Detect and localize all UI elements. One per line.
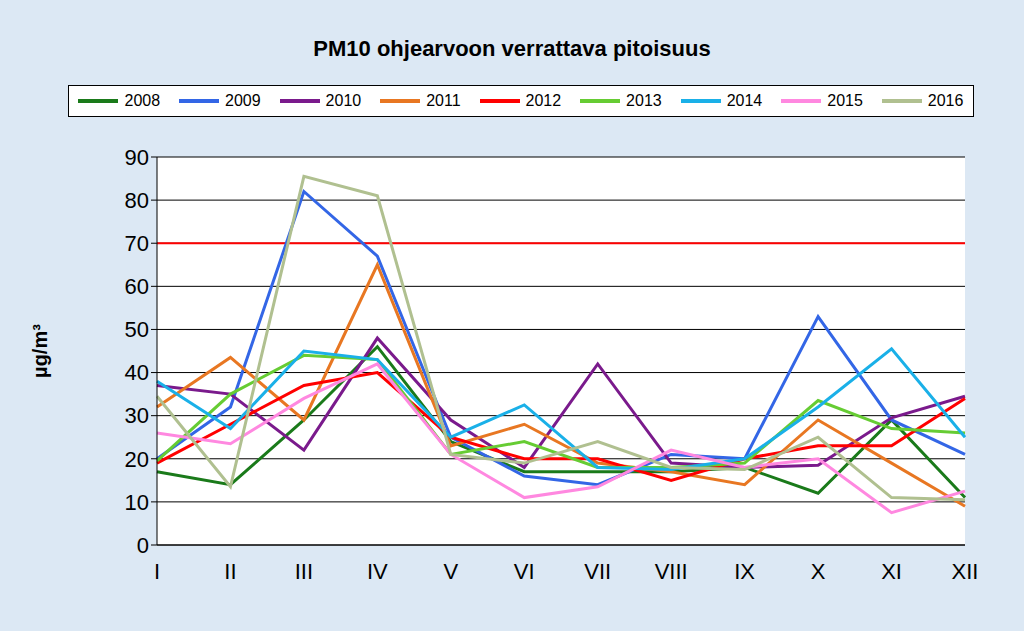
svg-text:70: 70: [125, 231, 149, 256]
svg-text:60: 60: [125, 274, 149, 299]
html-text:PM10 ohjearvoon verrattava pit: PM10 ohjearvoon verrattava pitoisuus: [313, 36, 711, 61]
svg-text:XI: XI: [881, 559, 902, 584]
svg-text:20: 20: [125, 447, 149, 472]
svg-text:IV: IV: [367, 559, 388, 584]
svg-text:II: II: [224, 559, 236, 584]
svg-text:XII: XII: [952, 559, 979, 584]
svg-text:90: 90: [125, 145, 149, 170]
html-text:2010: 2010: [325, 92, 362, 109]
html-text:2015: 2015: [827, 92, 863, 109]
html-text:2011: 2011: [426, 92, 461, 109]
svg-text:IX: IX: [734, 559, 755, 584]
html-text:2009: 2009: [225, 92, 261, 109]
svg-text:80: 80: [125, 188, 149, 213]
html-text:2012: 2012: [525, 92, 562, 109]
html-text:2014: 2014: [726, 92, 763, 109]
svg-text:VI: VI: [514, 559, 535, 584]
svg-text:VII: VII: [584, 559, 611, 584]
svg-text:V: V: [443, 559, 458, 584]
svg-text:40: 40: [125, 360, 149, 385]
svg-text:30: 30: [125, 403, 149, 428]
html-text:2008: 2008: [124, 92, 161, 109]
svg-text:VIII: VIII: [655, 559, 688, 584]
svg-text:0: 0: [137, 533, 149, 558]
svg-text:10: 10: [125, 490, 149, 515]
svg-text:I: I: [154, 559, 160, 584]
html-text:2013: 2013: [626, 92, 662, 109]
html-text:2016: 2016: [927, 92, 964, 109]
svg-text:50: 50: [125, 317, 149, 342]
svg-text:III: III: [295, 559, 313, 584]
svg-text:µg/m³: µg/m³: [29, 324, 51, 378]
svg-text:X: X: [811, 559, 826, 584]
